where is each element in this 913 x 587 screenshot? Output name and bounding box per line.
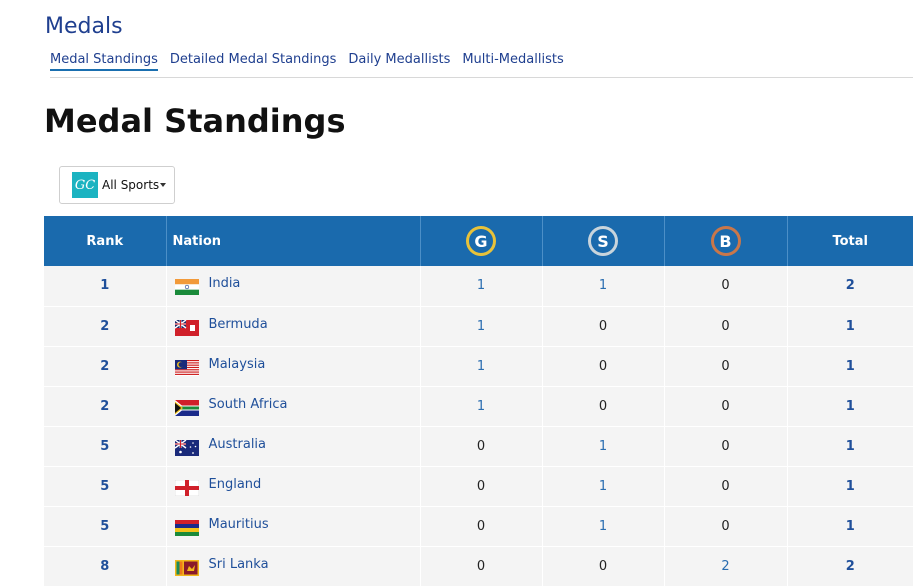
australia-flag-icon	[174, 439, 199, 456]
total-count-cell[interactable]: 1	[787, 466, 913, 507]
gold-count-cell[interactable]: 1	[420, 306, 543, 347]
silver-count-cell[interactable]: 1	[542, 466, 665, 507]
nation-cell[interactable]: Bermuda	[166, 306, 421, 347]
nation-cell[interactable]: Sri Lanka	[166, 546, 421, 587]
nation-name[interactable]: Mauritius	[208, 516, 269, 532]
table-row[interactable]: 1 India 1 1 0 2	[44, 266, 913, 307]
rank-cell: 2	[44, 386, 167, 427]
silver-count-cell[interactable]: 1	[542, 506, 665, 547]
table-row[interactable]: 5 Australia 0 1 0 1	[44, 426, 913, 467]
tab-multi-medallists[interactable]: Multi-Medallists	[462, 52, 564, 67]
gold-count-cell: 0	[420, 466, 543, 507]
silver-header[interactable]: S	[542, 216, 665, 266]
nation-header[interactable]: Nation	[166, 216, 421, 266]
nation-cell[interactable]: England	[166, 466, 421, 507]
total-header[interactable]: Total	[832, 233, 868, 249]
total-count-cell[interactable]: 1	[787, 306, 913, 347]
silver-count-cell[interactable]: 1	[542, 266, 665, 307]
gc-logo-icon: GC	[72, 172, 98, 198]
rank-cell: 8	[44, 546, 167, 587]
malaysia-flag-icon	[174, 359, 199, 376]
nation-name[interactable]: Malaysia	[208, 356, 266, 372]
gold-count-cell: 0	[420, 546, 543, 587]
nation-cell[interactable]: Australia	[166, 426, 421, 467]
table-row[interactable]: 2 South Africa 1 0 0 1	[44, 386, 913, 427]
rank-cell: 2	[44, 346, 167, 387]
section-title: Medals	[45, 14, 123, 39]
silver-count-cell: 0	[542, 306, 665, 347]
silver-count-cell: 0	[542, 546, 665, 587]
subnav-divider	[50, 77, 913, 78]
bronze-count-cell: 0	[664, 426, 788, 467]
gold-count-cell[interactable]: 1	[420, 386, 543, 427]
total-count-cell[interactable]: 2	[787, 546, 913, 587]
medal-table: Rank Nation G S B Total 1 India 1 1 0 2 2 Bermu…	[44, 216, 913, 587]
nation-cell[interactable]: Malaysia	[166, 346, 421, 387]
total-count-cell[interactable]: 1	[787, 386, 913, 427]
page-title: Medal Standings	[44, 102, 346, 140]
rank-header[interactable]: Rank	[44, 216, 167, 266]
silver-medal-icon: S	[588, 226, 618, 256]
bronze-count-cell: 0	[664, 386, 788, 427]
table-row[interactable]: 8 Sri Lanka 0 0 2 2	[44, 546, 913, 587]
silver-count-cell: 0	[542, 346, 665, 387]
bronze-count-cell: 0	[664, 306, 788, 347]
table-row[interactable]: 2 Malaysia 1 0 0 1	[44, 346, 913, 387]
nation-name[interactable]: India	[208, 276, 241, 292]
table-row[interactable]: 5 England 0 1 0 1	[44, 466, 913, 507]
rank-cell: 5	[44, 426, 167, 467]
table-row[interactable]: 5 Mauritius 0 1 0 1	[44, 506, 913, 547]
medals-subnav: Medal Standings Detailed Medal Standings…	[50, 52, 564, 71]
gold-count-cell[interactable]: 1	[420, 266, 543, 307]
tab-daily-medallists[interactable]: Daily Medallists	[348, 52, 451, 67]
mauritius-flag-icon	[174, 519, 199, 536]
gold-count-cell: 0	[420, 506, 543, 547]
sport-filter-dropdown[interactable]: GC All Sports	[59, 166, 175, 204]
bronze-count-cell: 0	[664, 346, 788, 387]
bronze-count-cell: 0	[664, 266, 788, 307]
table-row[interactable]: 2 Bermuda 1 0 0 1	[44, 306, 913, 347]
bronze-header[interactable]: B	[664, 216, 788, 266]
nation-name[interactable]: Sri Lanka	[208, 556, 269, 572]
gold-count-cell: 0	[420, 426, 543, 467]
rank-cell: 5	[44, 466, 167, 507]
nation-name[interactable]: Bermuda	[208, 316, 268, 332]
bronze-count-cell: 0	[664, 466, 788, 507]
india-flag-icon	[174, 279, 199, 296]
rank-cell: 1	[44, 266, 167, 307]
nation-cell[interactable]: Mauritius	[166, 506, 421, 547]
nation-name[interactable]: Australia	[208, 436, 267, 452]
tab-medal-standings[interactable]: Medal Standings	[50, 52, 158, 71]
bronze-medal-icon: B	[710, 226, 741, 256]
england-flag-icon	[174, 479, 199, 496]
gold-header[interactable]: G	[420, 216, 543, 266]
silver-count-cell[interactable]: 1	[542, 426, 665, 467]
total-count-cell[interactable]: 1	[787, 346, 913, 387]
total-count-cell[interactable]: 1	[787, 426, 913, 467]
nation-name[interactable]: England	[208, 476, 262, 492]
sri-lanka-flag-icon	[174, 559, 199, 576]
tab-detailed-medal-standings[interactable]: Detailed Medal Standings	[169, 52, 337, 67]
gold-count-cell[interactable]: 1	[420, 346, 543, 387]
gold-medal-icon: G	[466, 226, 496, 256]
nation-name[interactable]: South Africa	[208, 396, 288, 412]
nation-cell[interactable]: South Africa	[166, 386, 421, 427]
rank-cell: 5	[44, 506, 167, 547]
rank-cell: 2	[44, 306, 167, 347]
total-count-cell[interactable]: 2	[787, 266, 913, 307]
bronze-count-cell: 0	[664, 506, 788, 547]
bronze-count-cell[interactable]: 2	[664, 546, 788, 587]
caret-down-icon	[160, 183, 167, 187]
total-count-cell[interactable]: 1	[787, 506, 913, 547]
table-header-row: Rank Nation G S B Total	[44, 216, 913, 266]
south-africa-flag-icon	[174, 399, 199, 416]
bermuda-flag-icon	[174, 319, 199, 336]
nation-cell[interactable]: India	[166, 266, 421, 307]
silver-count-cell: 0	[542, 386, 665, 427]
sport-filter-label: All Sports	[102, 178, 160, 192]
